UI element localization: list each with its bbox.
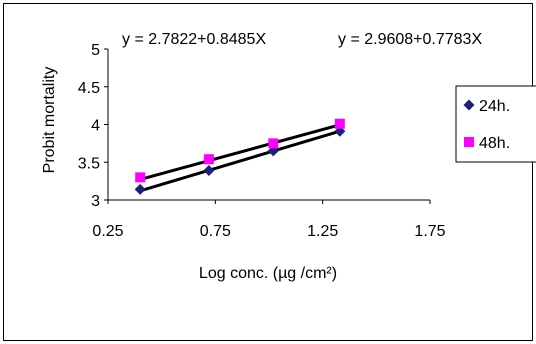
x-tick-label: 0.75 bbox=[200, 223, 231, 240]
ticks: 3 3.5 4 4.5 5 0.25 0.75 1.25 1.75 bbox=[78, 42, 446, 240]
trendlines bbox=[139, 123, 341, 193]
y-tick-label: 5 bbox=[91, 42, 100, 59]
y-tick-label: 3 bbox=[91, 193, 100, 210]
x-tick-label: 1.75 bbox=[414, 223, 445, 240]
data-point-24h bbox=[134, 183, 146, 195]
x-tick-label: 1.25 bbox=[307, 223, 338, 240]
x-axis-label: Log conc. (µg /cm²) bbox=[199, 265, 337, 282]
trendline bbox=[139, 129, 341, 193]
legend-label: 24h. bbox=[479, 98, 510, 115]
legend-label: 48h. bbox=[479, 135, 510, 152]
data-point-48h bbox=[268, 138, 279, 149]
plot-area bbox=[107, 49, 430, 201]
data-point-48h bbox=[334, 118, 345, 129]
y-axis-label: Probit mortality bbox=[41, 67, 58, 174]
trendline bbox=[139, 123, 341, 181]
legend-marker bbox=[464, 137, 474, 147]
equation-label: y = 2.7822+0.8485X bbox=[122, 31, 266, 48]
equation-annotations: y = 2.7822+0.8485X y = 2.9608+0.7783X bbox=[122, 31, 482, 48]
data-point-48h bbox=[203, 154, 214, 165]
equation-label: y = 2.9608+0.7783X bbox=[338, 31, 482, 48]
data-points bbox=[134, 118, 346, 195]
chart-frame bbox=[3, 3, 533, 341]
y-tick-label: 4.5 bbox=[78, 80, 100, 97]
y-tick-label: 4 bbox=[91, 118, 100, 135]
y-tick-label: 3.5 bbox=[78, 155, 100, 172]
data-point-24h bbox=[203, 165, 215, 177]
legend: 24h. 48h. bbox=[455, 85, 536, 163]
data-point-48h bbox=[135, 172, 146, 183]
x-tick-label: 0.25 bbox=[92, 223, 123, 240]
legend-box bbox=[455, 85, 536, 163]
legend-marker bbox=[463, 99, 475, 111]
